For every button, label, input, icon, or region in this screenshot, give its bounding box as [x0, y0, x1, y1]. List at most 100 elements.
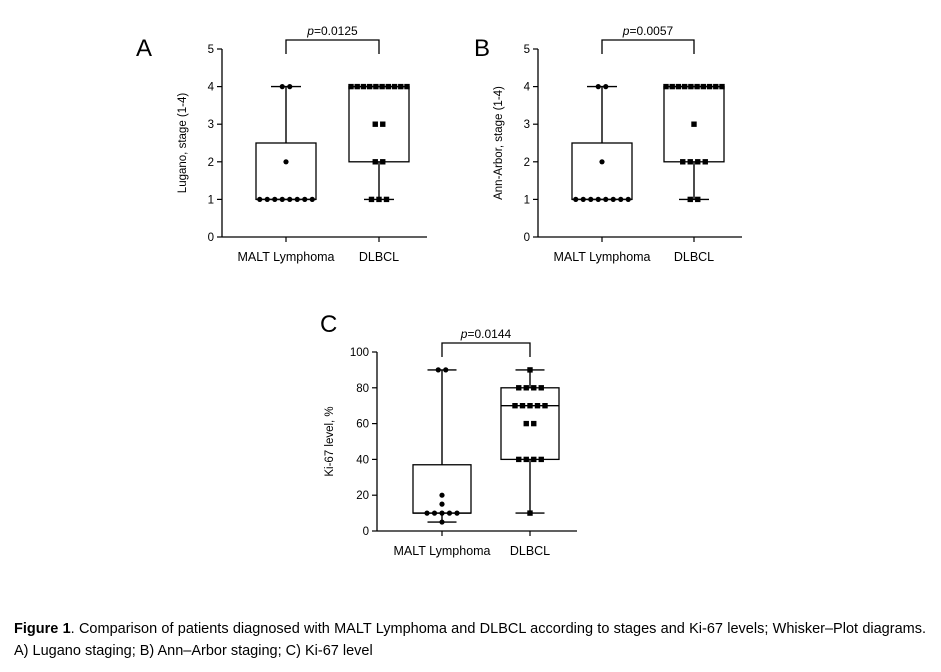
y-axis-label: Lugano, stage (1-4) [177, 93, 189, 194]
caption-label: Figure 1 [14, 621, 71, 637]
data-point [523, 385, 529, 391]
data-point [523, 420, 529, 427]
data-point [603, 196, 609, 202]
data-point [687, 196, 693, 203]
data-point [379, 83, 385, 90]
box-iqr [500, 387, 560, 461]
data-point [439, 492, 445, 498]
data-point [680, 159, 686, 165]
data-point [431, 510, 438, 516]
y-tick-label: 2 [208, 157, 214, 169]
x-tick-label: DLBCL [359, 250, 399, 264]
data-point [531, 456, 537, 463]
data-point [691, 121, 697, 127]
panel-letter: B [474, 35, 490, 62]
data-point [279, 196, 285, 202]
y-tick-label: 5 [208, 44, 214, 56]
y-tick-label: 2 [524, 157, 530, 169]
y-axis-label: Ki-67 level, % [324, 406, 336, 476]
data-point [618, 196, 624, 202]
p-value-label: p=0.0057 [622, 24, 674, 38]
x-tick-label: DLBCL [510, 544, 550, 558]
data-point [512, 403, 518, 409]
data-point [625, 196, 631, 202]
data-point [391, 83, 398, 90]
data-point [439, 519, 445, 525]
y-tick-label: 3 [208, 119, 214, 131]
data-point [439, 510, 445, 516]
data-point [309, 196, 315, 202]
data-point [603, 84, 609, 90]
figure-svg: A 0 1 2 3 4 5 Lugano, stage (1-4) MALT Lymphoma D… [136, 24, 742, 558]
y-tick-label: 60 [356, 419, 369, 431]
data-point [527, 403, 533, 409]
y-tick-label: 0 [524, 232, 530, 244]
y-tick-label: 80 [356, 383, 369, 395]
data-point [279, 84, 285, 90]
data-point [681, 83, 688, 90]
panel-letter: A [136, 35, 152, 62]
box-iqr [255, 142, 317, 201]
data-point [542, 403, 548, 409]
data-point [702, 159, 708, 165]
data-point [695, 159, 701, 165]
data-point [446, 510, 453, 516]
y-axis-label: Ann-Arbor, stage (1-4) [493, 86, 505, 200]
data-point [264, 196, 270, 202]
panel-b: B 0 1 2 3 4 5 Ann-Arbor, stage (1-4) MALT Lympho… [474, 24, 742, 264]
data-point [713, 83, 719, 90]
data-point [272, 196, 278, 202]
figure-caption: Figure 1. Comparison of patients diagnos… [14, 618, 926, 662]
y-tick-label: 4 [524, 82, 531, 94]
data-point [695, 196, 701, 203]
x-tick-label: MALT Lymphoma [393, 544, 490, 558]
data-point [376, 196, 382, 203]
box-series [412, 367, 472, 525]
data-point [523, 456, 529, 463]
data-point [669, 83, 675, 90]
box-series [255, 84, 317, 202]
x-tick-label: DLBCL [674, 250, 714, 264]
y-tick-label: 4 [208, 82, 215, 94]
significance-bracket [601, 39, 695, 54]
data-point [454, 510, 460, 516]
data-point [383, 196, 390, 203]
data-point [519, 403, 526, 409]
box-series [571, 84, 633, 202]
data-point [688, 83, 694, 90]
panel-a: A 0 1 2 3 4 5 Lugano, stage (1-4) MALT Lymphoma D… [136, 24, 427, 264]
data-point [354, 83, 360, 90]
y-tick-label: 100 [350, 347, 369, 359]
data-point [435, 367, 441, 373]
data-point [719, 83, 725, 90]
data-point [368, 196, 375, 203]
data-point [439, 501, 445, 507]
data-point [595, 84, 601, 90]
data-point [385, 83, 392, 90]
panel-letter: C [320, 311, 337, 338]
caption-text: . Comparison of patients diagnosed with … [14, 621, 926, 659]
y-tick-label: 1 [208, 194, 214, 206]
data-point [610, 196, 616, 202]
data-point [588, 196, 594, 202]
data-point [527, 510, 533, 516]
data-point [302, 196, 308, 202]
data-point [373, 83, 379, 90]
data-point [287, 84, 293, 90]
data-point [700, 83, 707, 90]
box-series [500, 367, 560, 516]
y-tick-label: 0 [208, 232, 214, 244]
y-tick-label: 20 [356, 490, 369, 502]
data-point [675, 83, 682, 90]
data-point [687, 159, 693, 165]
data-point [599, 159, 605, 165]
data-point [360, 83, 367, 90]
y-tick-label: 5 [524, 44, 530, 56]
data-point [516, 456, 522, 463]
data-point [706, 83, 713, 90]
box-series [663, 83, 725, 203]
data-point [294, 196, 300, 202]
data-point [516, 385, 522, 391]
p-value-label: p=0.0144 [460, 327, 512, 341]
data-point [531, 385, 537, 391]
